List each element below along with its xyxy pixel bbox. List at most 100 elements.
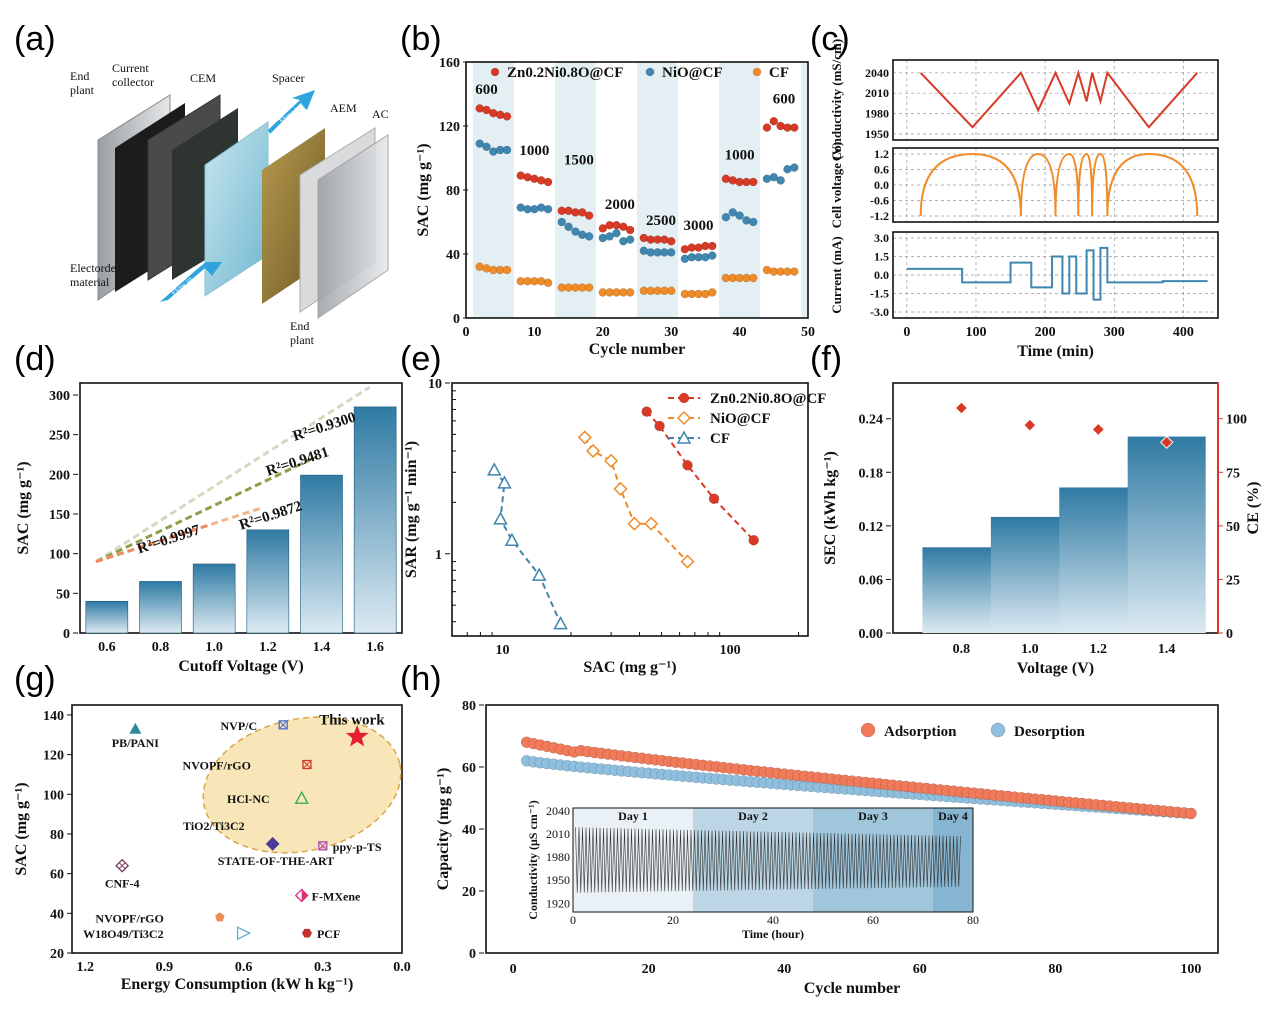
bar <box>353 406 397 634</box>
rate-label: 600 <box>475 82 498 98</box>
panel-g-chart: 20 40 60 80 100 120 140 1.2 0.9 0.6 0.3 0.0 Energy C… <box>13 704 411 993</box>
y-tick-label: 20 <box>462 885 476 900</box>
x-tick-label: 300 <box>1104 325 1125 340</box>
label-aem: AEM <box>330 101 357 115</box>
x-tick-label: 400 <box>1173 325 1194 340</box>
rate-label: 1000 <box>519 143 549 159</box>
data-point <box>301 928 312 938</box>
y-tick-label: 40 <box>462 823 476 838</box>
point-label: NVOPF/rGO <box>95 911 163 925</box>
inset-day-band <box>573 808 693 912</box>
flow-out-arrow <box>268 90 315 134</box>
y-tick-label: 1980 <box>865 107 889 121</box>
data-point <box>666 248 676 257</box>
data-point <box>482 142 491 152</box>
data-point <box>504 532 520 547</box>
x-tick-label: 100 <box>1180 962 1201 977</box>
panel-c-chart: 1950 1980 2010 2040 Conductivity (mS/cm) -1.2… <box>829 39 1219 360</box>
y-tick-label: 100 <box>43 788 64 803</box>
bar <box>922 547 1001 633</box>
inset-y-tick-label: 1980 <box>546 850 570 864</box>
y-axis-label: Current (mA) <box>829 236 844 313</box>
fit-line <box>95 523 210 564</box>
legend-label: CF <box>710 431 730 447</box>
inset-day-label: Day 3 <box>858 809 888 823</box>
data-point <box>654 420 665 432</box>
end-plate-right <box>317 134 389 319</box>
data-point <box>625 235 635 244</box>
bar <box>1127 436 1206 633</box>
y-tick-label: 250 <box>49 429 70 444</box>
legend-label: NiO@CF <box>710 411 771 427</box>
legend-label: Zn0.2Ni0.8O@CF <box>710 391 826 407</box>
label-electrode: Electorde material <box>70 261 116 289</box>
y-tick-label: 80 <box>446 184 460 199</box>
y-axis-label: Conductivity (mS/cm) <box>829 39 844 161</box>
plot-frame <box>79 382 403 634</box>
x-tick-label: 60 <box>913 962 927 977</box>
x-tick-label: 1.2 <box>76 960 94 975</box>
y-tick-label: -3.0 <box>870 305 889 319</box>
point-label: W18O49/Ti3C2 <box>83 927 163 941</box>
fit-line <box>95 385 371 563</box>
y-tick-label: 50 <box>56 587 70 602</box>
y-tick-label: 60 <box>462 761 476 776</box>
legend-marker <box>860 722 876 738</box>
x-tick-label: 10 <box>527 325 541 340</box>
inset-y-tick-label: 2010 <box>546 827 570 841</box>
data-point <box>627 516 642 531</box>
label-end-plant-top: End plant <box>70 69 95 97</box>
data-point <box>680 554 695 569</box>
data-point <box>707 241 717 251</box>
y2-tick-label: 25 <box>1226 573 1240 588</box>
data-point <box>502 112 512 121</box>
x-tick-label: 40 <box>777 962 791 977</box>
y-tick-label: 1.2 <box>874 147 889 161</box>
y-tick-label: -0.6 <box>870 194 889 208</box>
x-tick-label: 0 <box>463 325 470 340</box>
y-axis-label: SAC (mg g⁻¹) <box>415 143 432 236</box>
legend-label: CF <box>769 65 789 81</box>
y-tick-label: 80 <box>462 699 476 714</box>
data-point-half <box>301 889 308 902</box>
data-point <box>790 123 799 132</box>
y-tick-label: 10 <box>428 377 442 392</box>
data-point <box>749 217 758 227</box>
data-point <box>728 208 738 217</box>
y-tick-label: 0 <box>63 627 70 642</box>
data-point <box>604 453 619 468</box>
series-line <box>493 469 562 625</box>
data-point <box>678 392 690 404</box>
bar <box>300 474 343 634</box>
panel-f-chart: 0.00 0.06 0.12 0.18 0.24 0 25 50 75 100 0.8 1.0 1.2 1… <box>822 382 1262 677</box>
panel-label-a: (a) <box>14 20 56 58</box>
point-label: PB/PANI <box>112 736 159 750</box>
y-tick-label: 40 <box>446 248 460 263</box>
point-label: HCl-NC <box>227 792 270 806</box>
data-point-cross <box>302 760 312 769</box>
panel-label-h: (h) <box>400 660 442 698</box>
x-tick-label: 0.0 <box>393 960 411 975</box>
x-axis-label: Cycle number <box>804 980 900 997</box>
data-point <box>625 225 635 235</box>
data-point <box>619 222 628 232</box>
state-of-the-art-region <box>202 716 402 854</box>
inset-day-label: Day 1 <box>618 809 648 823</box>
x-axis-label: Cycle number <box>589 341 685 358</box>
legend-label: Adsorption <box>884 724 957 740</box>
legend-marker <box>990 722 1006 738</box>
inset-x-tick-label: 0 <box>570 913 576 927</box>
data-point-cross <box>118 862 126 870</box>
data-point <box>482 105 491 115</box>
shaded-band <box>801 62 808 318</box>
x-tick-label: 1.2 <box>1090 642 1108 657</box>
data-point <box>721 212 731 222</box>
y-tick-label: 200 <box>49 468 70 483</box>
x-tick-label: 1.0 <box>205 640 223 655</box>
data-point <box>215 912 225 922</box>
y-tick-label: 20 <box>50 947 64 962</box>
rate-label: 3000 <box>684 218 714 234</box>
y-tick-label: 1 <box>435 548 442 563</box>
